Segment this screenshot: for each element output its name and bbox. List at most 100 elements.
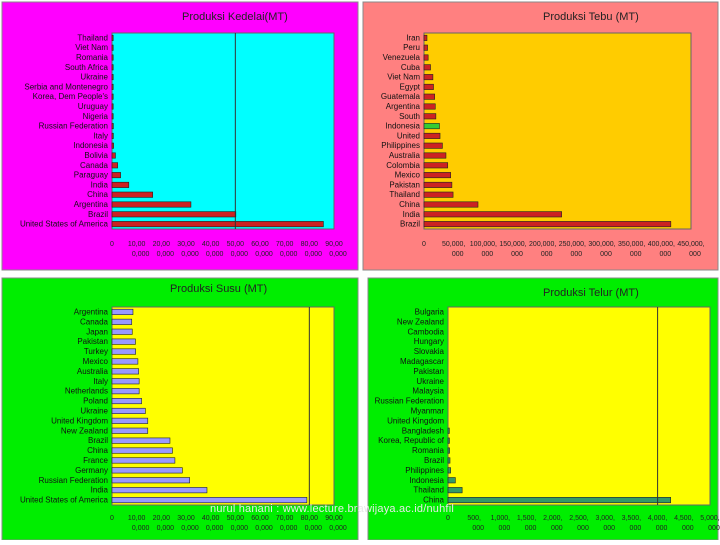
x-tick-label-continued: 0,000 — [132, 525, 150, 532]
data-bar — [111, 328, 133, 335]
data-bar — [111, 191, 154, 198]
data-bar — [111, 221, 324, 228]
category-label: Indonesia — [73, 141, 108, 150]
x-tick-label-continued: 0,000 — [181, 251, 199, 258]
data-bar — [111, 34, 114, 41]
category-label: China — [87, 190, 108, 199]
x-tick-label: 90,00 — [325, 241, 343, 248]
chart-panel-3: Produksi Susu (MT) ArgentinaCanadaJapanPa… — [1, 277, 359, 541]
x-tick-label: 60,00 — [251, 241, 269, 248]
x-tick-label-continued: 0,000 — [255, 525, 273, 532]
category-label: Romania — [76, 53, 109, 62]
x-tick-label: 1,000, — [491, 515, 511, 522]
x-tick-label: 70,00 — [276, 515, 294, 522]
x-tick-label-continued: 000 — [570, 251, 582, 258]
x-tick-label-continued: 0,000 — [132, 251, 150, 258]
x-tick-label-continued: 000 — [481, 251, 493, 258]
category-label: Myanmar — [411, 406, 445, 415]
category-label: Paraguay — [74, 171, 108, 180]
data-bar — [111, 142, 114, 149]
data-bar — [423, 162, 449, 169]
x-tick-label: 30,00 — [177, 241, 195, 248]
plot-area — [423, 32, 692, 230]
data-bar — [111, 467, 183, 474]
category-label: Ukraine — [80, 406, 108, 415]
category-label: Egypt — [400, 82, 421, 91]
data-bar — [111, 437, 171, 444]
data-bar — [111, 358, 139, 365]
x-tick-label-continued: 000 — [708, 525, 720, 532]
x-tick-label: 50,00 — [227, 515, 245, 522]
category-label: China — [423, 496, 444, 505]
data-bar — [111, 211, 237, 218]
x-tick-label: 50,000, — [442, 241, 465, 248]
category-label: France — [83, 456, 108, 465]
data-bar — [111, 103, 114, 110]
category-label: Argentina — [74, 200, 109, 209]
category-label: Nigeria — [83, 112, 109, 121]
x-tick-label: 80,00 — [301, 241, 319, 248]
data-bar — [423, 142, 443, 149]
data-bar — [447, 437, 450, 444]
category-label: Korea, Republic of — [378, 436, 445, 445]
data-bar — [423, 83, 434, 90]
x-tick-label: 450,000, — [677, 241, 704, 248]
x-tick-label: 400,000, — [648, 241, 675, 248]
category-label: India — [91, 180, 109, 189]
data-bar — [423, 93, 435, 100]
category-label: New Zealand — [397, 317, 444, 326]
category-label: Indonesia — [385, 122, 420, 131]
category-label: Ukraine — [80, 73, 108, 82]
category-label: Thailand — [77, 33, 108, 42]
category-label: Uruguay — [78, 102, 108, 111]
data-bar — [111, 447, 173, 454]
x-tick-label-continued: 000 — [682, 525, 694, 532]
x-tick-label: 150,000, — [499, 241, 526, 248]
x-tick-label: 0 — [422, 241, 426, 248]
x-tick-label-continued: 0,000 — [157, 525, 175, 532]
data-bar — [111, 44, 114, 51]
category-label: United — [397, 131, 420, 140]
x-tick-label: 20,00 — [153, 241, 171, 248]
x-tick-label-continued: 0,000 — [329, 251, 347, 258]
category-label: Romania — [412, 446, 445, 455]
x-tick-label-continued: 000 — [472, 525, 484, 532]
category-label: Italy — [93, 377, 108, 386]
data-bar — [447, 467, 451, 474]
x-tick-label: 3,500, — [622, 515, 642, 522]
category-label: India — [403, 210, 421, 219]
x-tick-label: 40,00 — [202, 241, 220, 248]
data-bar — [423, 152, 447, 159]
category-label: Russian Federation — [39, 122, 108, 131]
x-tick-label: 300,000, — [588, 241, 615, 248]
data-bar — [111, 417, 149, 424]
data-bar — [111, 368, 139, 375]
category-label: Serbia and Montenegro — [24, 82, 108, 91]
data-bar — [423, 191, 454, 198]
category-label: Cuba — [401, 63, 421, 72]
category-label: Indonesia — [409, 476, 444, 485]
data-bar — [111, 54, 114, 61]
data-bar — [423, 64, 431, 71]
category-label: Pakistan — [413, 367, 444, 376]
x-tick-label: 0 — [110, 241, 114, 248]
x-tick-label: 10,00 — [128, 241, 146, 248]
data-bar — [423, 211, 562, 218]
x-tick-label-continued: 0,000 — [231, 525, 249, 532]
category-label: Bulgaria — [415, 307, 445, 316]
category-label: Brazil — [88, 210, 108, 219]
category-label: Philippines — [381, 141, 420, 150]
category-label: South Africa — [65, 63, 109, 72]
category-label: Canada — [80, 317, 109, 326]
data-bar — [447, 487, 463, 494]
x-tick-label: 2,500, — [569, 515, 589, 522]
category-label: Guatemala — [381, 92, 421, 101]
data-bar — [423, 54, 429, 61]
x-tick-label-continued: 000 — [577, 525, 589, 532]
plot-area — [447, 306, 711, 506]
x-tick-label: 50,00 — [227, 241, 245, 248]
data-bar — [111, 93, 114, 100]
category-label: Iran — [406, 33, 420, 42]
data-bar — [423, 172, 452, 179]
category-label: Canada — [80, 161, 109, 170]
